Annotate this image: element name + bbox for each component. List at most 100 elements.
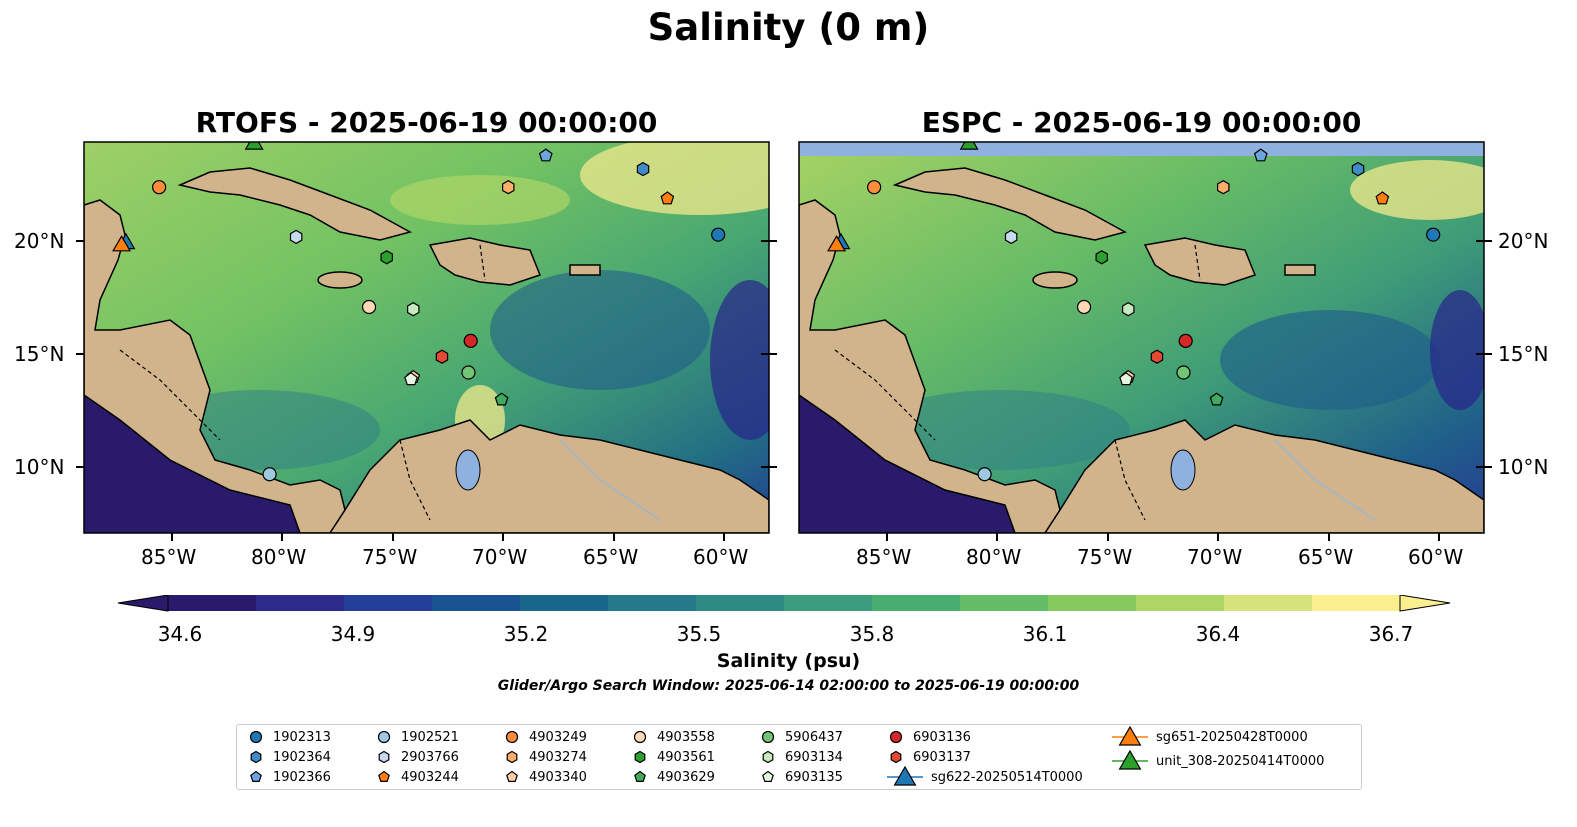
- espc-panel-title: ESPC - 2025-06-19 00:00:00: [921, 106, 1362, 139]
- colorbar-tick-0: 34.6: [157, 622, 203, 646]
- legend-item: 5906437: [759, 727, 843, 747]
- legend-label: 6903135: [785, 769, 843, 785]
- colorbar-tick-5: 36.1: [1022, 622, 1068, 646]
- colorbar-segment: [520, 595, 609, 611]
- marker-sg651-20250428T0000: [827, 235, 847, 252]
- colorbar-segment: [344, 595, 433, 611]
- y-tick-right-0: 20°N: [1498, 229, 1549, 253]
- marker-6903134: [1121, 302, 1135, 317]
- legend-label: 1902313: [273, 729, 331, 745]
- marker-5906437: [1176, 365, 1191, 380]
- legend-marker-circle-icon: [249, 730, 263, 744]
- legend-item: 4903274: [503, 747, 587, 767]
- marker-4903274: [502, 180, 515, 195]
- colorbar-segment: [608, 595, 697, 611]
- x-tick-b-2: 75°W: [1077, 545, 1133, 569]
- legend-label: 4903629: [657, 769, 715, 785]
- x-tick-a-2: 75°W: [362, 545, 418, 569]
- colorbar: [117, 595, 1451, 612]
- legend-marker-hexagon-icon: [506, 750, 518, 764]
- y-tick-left-0: 20°N: [14, 229, 65, 253]
- legend-marker-triangle-icon: [1112, 725, 1148, 746]
- legend-marker-circle-icon: [505, 730, 519, 744]
- legend-item: 4903558: [631, 727, 715, 747]
- legend-item: 1902521: [375, 727, 459, 747]
- marker-6903135: [404, 372, 418, 386]
- legend-item: 4903340: [503, 767, 587, 787]
- marker-4903244: [660, 191, 675, 205]
- colorbar-segment: [960, 595, 1049, 611]
- rtofs-panel-title: RTOFS - 2025-06-19 00:00:00: [195, 106, 658, 139]
- legend-item: 4903249: [503, 727, 587, 747]
- x-tick-a-3: 70°W: [472, 545, 528, 569]
- legend-label: 4903274: [529, 749, 587, 765]
- colorbar-segment: [1048, 595, 1137, 611]
- legend-item: 4903244: [375, 767, 459, 787]
- colorbar-segment: [1136, 595, 1225, 611]
- legend-marker-circle-icon: [889, 730, 903, 744]
- marker-6903137: [435, 349, 449, 364]
- legend-item: 1902313: [247, 727, 331, 747]
- marker-4903629: [494, 392, 509, 406]
- marker-1902366: [1253, 148, 1268, 162]
- marker-1902521: [262, 467, 277, 482]
- legend-marker-circle-icon: [761, 730, 775, 744]
- marker-4903561: [380, 250, 393, 265]
- legend-item: 6903136: [887, 727, 971, 747]
- legend-label: 6903137: [913, 749, 971, 765]
- legend-label: 1902366: [273, 769, 331, 785]
- legend-label: sg622-20250514T0000: [931, 769, 1083, 785]
- legend-marker-pentagon-icon: [506, 770, 518, 782]
- legend-item: 4903561: [631, 747, 715, 767]
- legend-marker-hexagon-icon: [762, 750, 774, 764]
- legend-label: unit_308-20250414T0000: [1156, 753, 1325, 769]
- x-tick-b-1: 80°W: [966, 545, 1022, 569]
- colorbar-tick-3: 35.5: [676, 622, 722, 646]
- legend-item: 4903629: [631, 767, 715, 787]
- colorbar-segment: [696, 595, 785, 611]
- legend-label: 4903244: [401, 769, 459, 785]
- legend-label: sg651-20250428T0000: [1156, 729, 1308, 745]
- legend-marker-pentagon-icon: [378, 770, 390, 782]
- legend-item: 2903766: [375, 747, 459, 767]
- x-tick-a-0: 85°W: [141, 545, 197, 569]
- marker-1902313: [1426, 227, 1441, 242]
- marker-4903274: [1216, 180, 1230, 195]
- colorbar-segment: [256, 595, 345, 611]
- marker-unit_308-20250414T0000: [959, 142, 979, 150]
- marker-1902521: [977, 467, 992, 482]
- x-tick-a-1: 80°W: [251, 545, 307, 569]
- legend-marker-triangle-icon: [887, 765, 923, 786]
- legend-label: 2903766: [401, 749, 459, 765]
- marker-unit_308-20250414T0000: [244, 142, 264, 150]
- marker-6903136: [463, 333, 478, 348]
- marker-6903137: [1150, 349, 1164, 364]
- legend-marker-hexagon-icon: [890, 750, 902, 764]
- legend-item: 6903137: [887, 747, 971, 767]
- marker-4903629: [1209, 392, 1224, 406]
- marker-1902364: [636, 161, 650, 177]
- legend-label: 6903134: [785, 749, 843, 765]
- espc-map: [799, 142, 1484, 533]
- x-tick-a-5: 60°W: [693, 545, 749, 569]
- y-tick-right-1: 15°N: [1498, 342, 1549, 366]
- marker-6903135: [1119, 372, 1133, 386]
- legend-item: sg651-20250428T0000: [1112, 725, 1308, 747]
- marker-2903766: [1004, 229, 1018, 245]
- legend-marker-triangle-icon: [1112, 749, 1148, 770]
- marker-2903766: [289, 229, 303, 245]
- legend-marker-pentagon-icon: [762, 770, 774, 782]
- colorbar-segment: [784, 595, 873, 611]
- x-tick-b-4: 65°W: [1298, 545, 1354, 569]
- colorbar-segment: [168, 595, 257, 611]
- legend-item: sg622-20250514T0000: [887, 765, 1083, 787]
- y-tick-right-2: 10°N: [1498, 455, 1549, 479]
- marker-4903249: [152, 180, 167, 195]
- legend-marker-pentagon-icon: [250, 770, 262, 782]
- legend-marker-hexagon-icon: [634, 750, 646, 764]
- search-window-note: Glider/Argo Search Window: 2025-06-14 02…: [497, 678, 1080, 694]
- x-tick-b-3: 70°W: [1187, 545, 1243, 569]
- legend-marker-circle-icon: [633, 730, 647, 744]
- rtofs-markers: [112, 142, 726, 482]
- colorbar-label: Salinity (psu): [716, 650, 861, 672]
